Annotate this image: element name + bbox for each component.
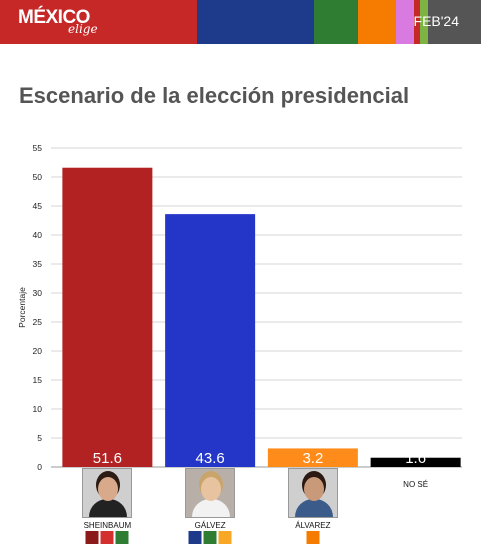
bar-no sé	[370, 457, 461, 467]
y-tick-label: 5	[37, 433, 42, 443]
party-logo-icon	[203, 531, 217, 544]
party-logo-icon	[85, 531, 99, 544]
party-logos	[306, 531, 320, 544]
y-tick-label: 45	[33, 201, 43, 211]
banner-stripe	[0, 0, 60, 44]
galvez-photo	[185, 468, 236, 518]
header-banner	[0, 0, 481, 44]
y-tick-label: 50	[33, 172, 43, 182]
candidate-name: ÁLVAREZ	[295, 521, 331, 530]
data-label: 43.6	[196, 450, 225, 467]
bar-álvarez	[267, 448, 358, 467]
banner-stripe	[314, 0, 358, 44]
party-logo-icon	[188, 531, 202, 544]
candidate-name: SHEINBAUM	[83, 521, 132, 530]
banner-stripe	[60, 0, 197, 44]
y-tick-label: 25	[33, 317, 43, 327]
y-tick-label: 40	[33, 230, 43, 240]
chart-title: Escenario de la elección presidencial	[19, 83, 410, 108]
bar-gálvez	[165, 214, 256, 467]
banner-stripe	[414, 0, 420, 44]
brand-logo: MÉXICO elige	[18, 7, 98, 36]
banner-stripe	[428, 0, 481, 44]
y-axis-label: Porcentaje	[17, 287, 27, 328]
y-tick-label: 35	[33, 259, 43, 269]
data-label: 1.6	[405, 450, 426, 467]
y-tick-label: 15	[33, 375, 43, 385]
y-tick-label: 0	[37, 462, 42, 472]
banner-stripe	[358, 0, 396, 44]
y-tick-label: 30	[33, 288, 43, 298]
period-label: FEB'24	[413, 13, 459, 29]
party-logo-icon	[100, 531, 114, 544]
party-logos	[188, 531, 232, 544]
party-logo-icon	[115, 531, 129, 544]
banner-stripe	[420, 0, 428, 44]
y-tick-label: 20	[33, 346, 43, 356]
y-tick-label: 55	[33, 143, 43, 153]
candidate-name: NO SÉ	[403, 480, 429, 489]
banner-stripe	[197, 0, 314, 44]
sheinbaum-photo	[82, 468, 133, 518]
party-logos	[85, 531, 129, 544]
banner-stripe	[396, 0, 414, 44]
candidate-name: GÁLVEZ	[194, 521, 226, 530]
alvarez-photo	[287, 468, 338, 518]
bar-sheinbaum	[62, 167, 153, 467]
data-label: 3.2	[302, 450, 323, 467]
party-logo-icon	[218, 531, 232, 544]
party-logo-icon	[306, 531, 320, 544]
y-tick-label: 10	[33, 404, 43, 414]
data-label: 51.6	[93, 450, 122, 467]
